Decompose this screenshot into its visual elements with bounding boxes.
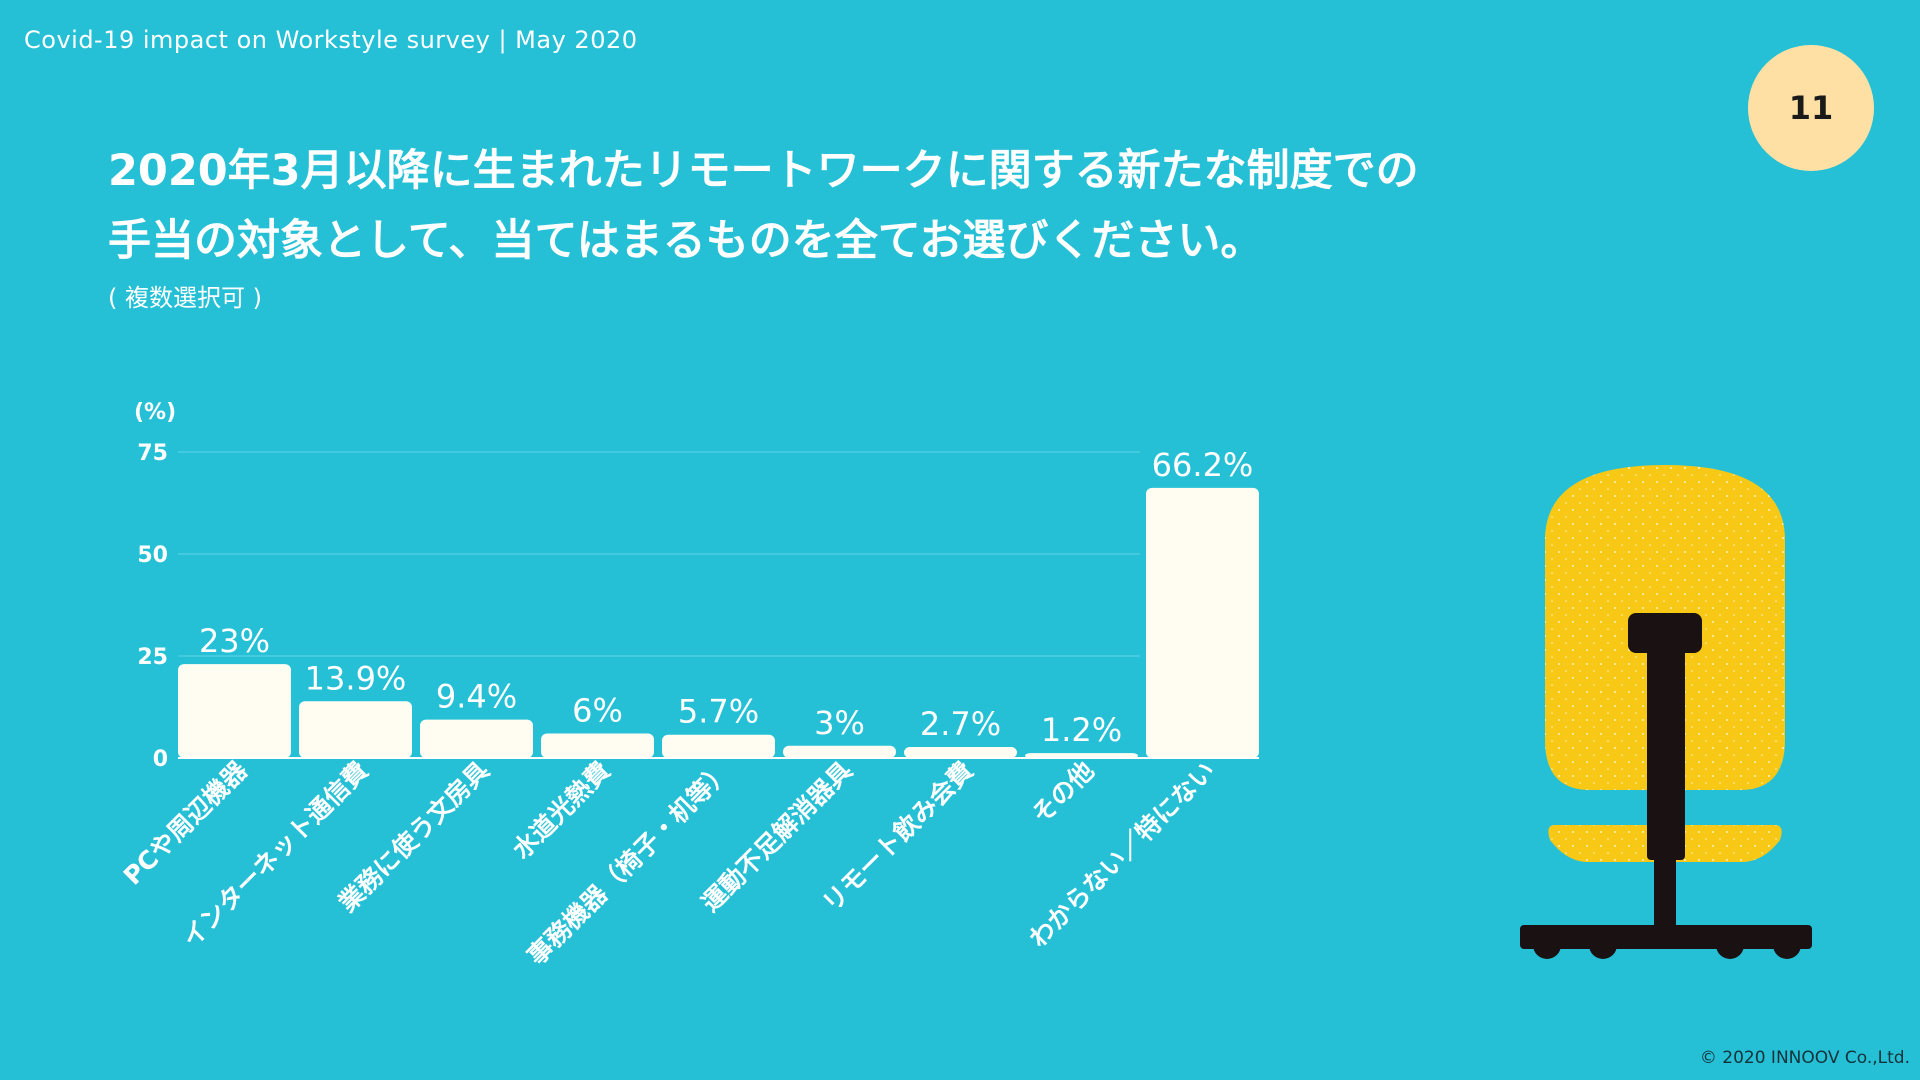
y-axis-unit-label: (%)	[134, 400, 177, 425]
bar	[904, 746, 1017, 758]
y-tick-label: 25	[137, 645, 168, 670]
x-category-label: その他	[1026, 756, 1100, 830]
multiple-choice-note: ( 複数選択可 )	[108, 284, 262, 312]
page-title: 2020年3月以降に生まれたリモートワークに関する新たな制度での 手当の対象とし…	[108, 136, 1608, 276]
bar	[178, 664, 291, 758]
data-label: 66.2%	[1152, 446, 1254, 484]
bar	[662, 734, 775, 758]
title-line-2: 手当の対象として、当てはまるものを全てお選びください。	[108, 216, 1264, 266]
data-label: 2.7%	[920, 705, 1001, 743]
bar	[1146, 487, 1259, 758]
chair-frame	[1520, 613, 1812, 959]
data-label: 13.9%	[305, 659, 407, 697]
page-number-badge: 11	[1748, 45, 1874, 171]
bar	[299, 701, 412, 758]
bar	[1025, 753, 1138, 758]
office-chair-icon	[1520, 465, 1812, 959]
data-label: 23%	[199, 622, 270, 660]
survey-label: Covid-19 impact on Workstyle survey | Ma…	[24, 26, 638, 54]
bar-chart: 025507523%PCや周辺機器13.9%インターネット通信費9.4%業務に使…	[118, 441, 1259, 971]
x-category-label: 水道光熱費	[507, 756, 616, 865]
bar	[783, 745, 896, 758]
title-line-1: 2020年3月以降に生まれたリモートワークに関する新たな制度での	[108, 146, 1419, 196]
data-label: 5.7%	[678, 693, 759, 731]
data-label: 3%	[814, 704, 865, 742]
x-category-label: PCや周辺機器	[118, 755, 254, 891]
bar	[420, 719, 533, 758]
data-label: 9.4%	[436, 678, 517, 716]
data-label: 6%	[572, 692, 623, 730]
copyright-notice: © 2020 INNOOV Co.,Ltd.	[1699, 1048, 1910, 1068]
y-tick-label: 50	[137, 543, 168, 568]
bar	[541, 733, 654, 758]
y-tick-label: 0	[153, 747, 168, 772]
data-label: 1.2%	[1041, 711, 1122, 749]
x-category-label: 事務機器（椅子・机等）	[522, 756, 737, 971]
y-tick-label: 75	[137, 441, 168, 466]
